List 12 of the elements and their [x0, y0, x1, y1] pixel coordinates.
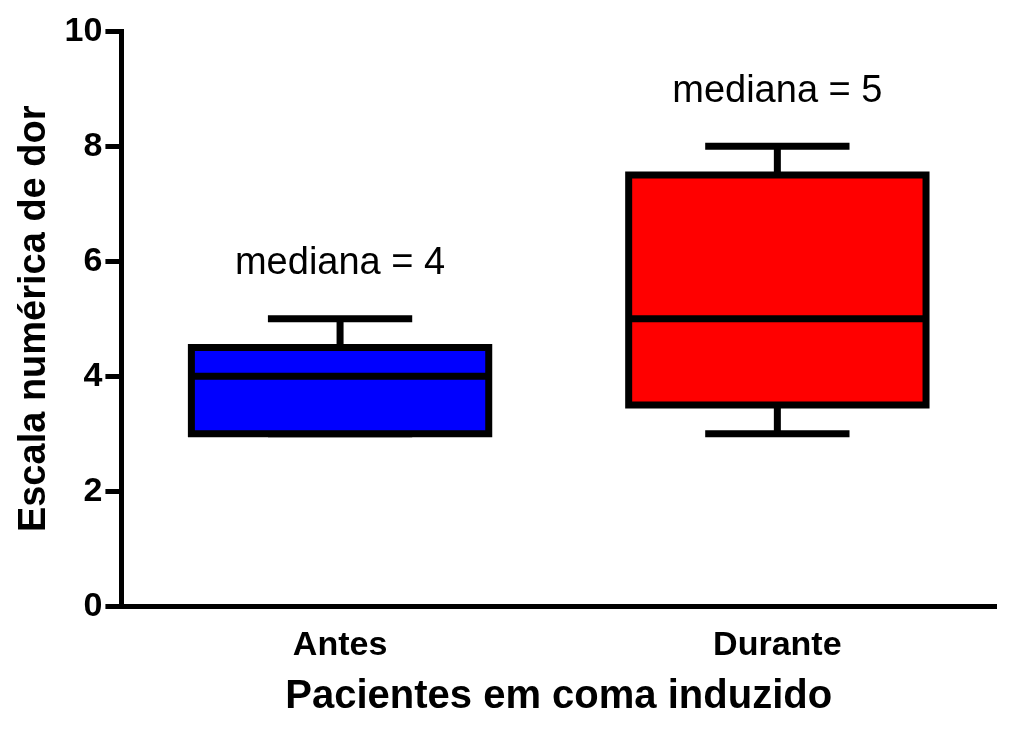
y-axis-title: Escala numérica de dor — [11, 105, 54, 533]
y-tick-label: 4 — [83, 354, 103, 393]
x-tick-label: Antes — [292, 623, 388, 662]
y-tick-label: 8 — [83, 124, 103, 163]
annotation: mediana = 5 — [672, 67, 883, 110]
y-tick-label: 0 — [83, 584, 103, 623]
x-axis-title: Pacientes em coma induzido — [285, 672, 833, 717]
x-tick-label: Durante — [713, 623, 842, 662]
annotation: mediana = 4 — [234, 240, 446, 283]
y-tick-label: 10 — [64, 9, 103, 48]
y-tick-label: 2 — [83, 469, 103, 508]
y-tick-label: 6 — [83, 239, 103, 278]
